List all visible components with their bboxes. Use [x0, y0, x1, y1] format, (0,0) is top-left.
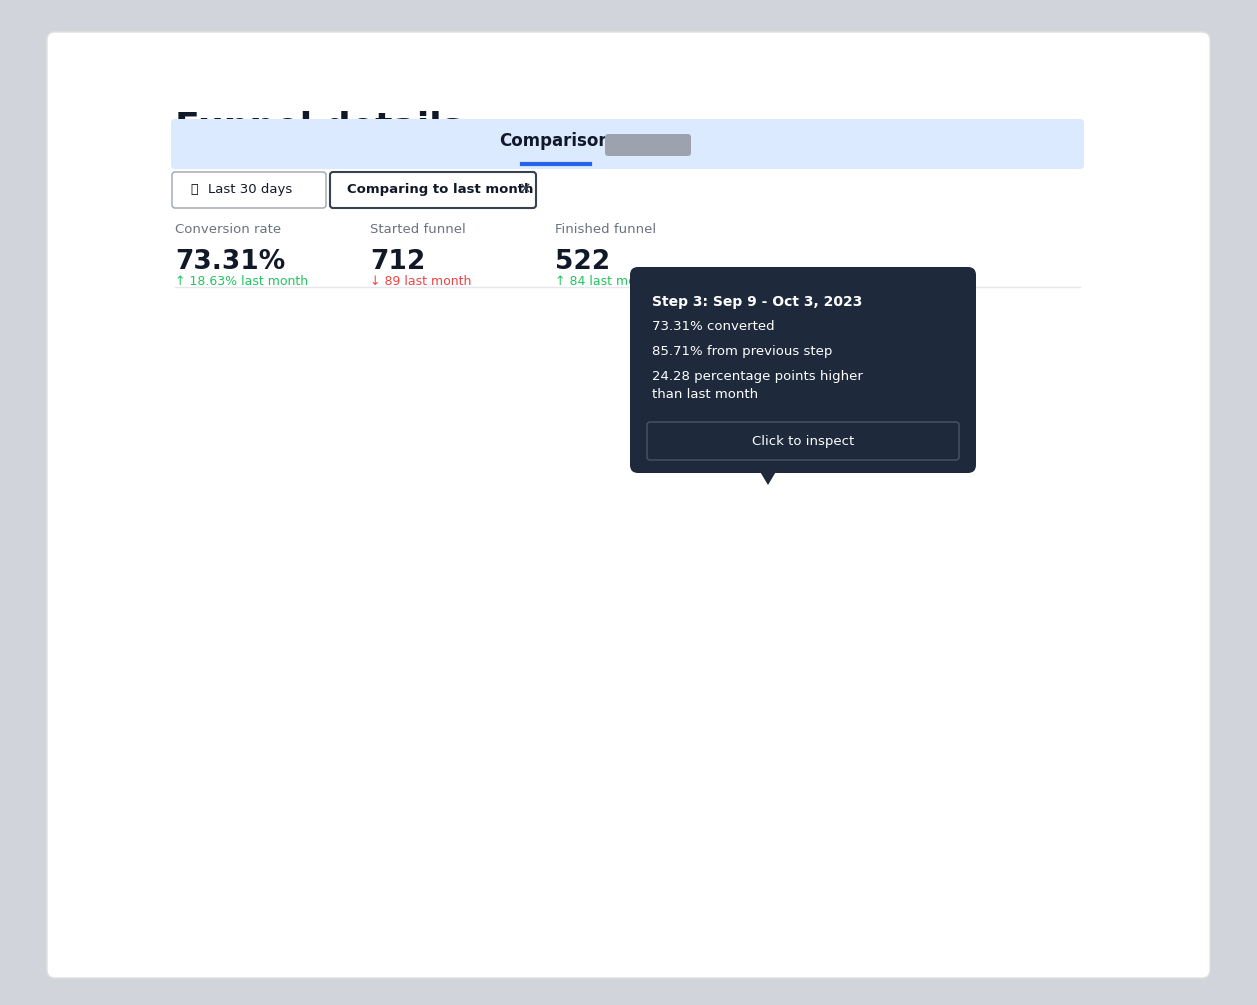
Text: 100%  712: 100% 712 [268, 447, 332, 460]
FancyBboxPatch shape [172, 172, 326, 208]
Text: 24.28 percentage points higher: 24.28 percentage points higher [652, 370, 862, 383]
Text: Funnel details: Funnel details [175, 110, 463, 144]
FancyBboxPatch shape [630, 267, 975, 473]
Text: 712: 712 [370, 249, 425, 275]
Text: than last month: than last month [652, 388, 758, 401]
Text: 73.31%: 73.31% [175, 249, 285, 275]
Bar [1001, 438, 1090, 612]
Bar [892, 438, 982, 889]
FancyBboxPatch shape [47, 32, 1210, 978]
Bar [363, 438, 453, 889]
Bar [1001, 612, 1090, 889]
Bar [683, 487, 772, 889]
Text: ↑ 84 last month: ↑ 84 last month [556, 275, 656, 288]
Bar [573, 438, 662, 889]
FancyBboxPatch shape [331, 172, 535, 208]
Bar [892, 438, 982, 502]
FancyBboxPatch shape [605, 134, 691, 156]
Text: 85.71%  522: 85.71% 522 [900, 512, 974, 525]
Text: Comparing to last month: Comparing to last month [347, 183, 533, 196]
Text: 89.01%  713: 89.01% 713 [689, 496, 764, 510]
Text: Finished funnel: Finished funnel [556, 223, 656, 236]
Text: Last 30 days: Last 30 days [207, 183, 292, 196]
Bar [573, 438, 662, 504]
Text: All visitors Sep 9 - Oct 3, 2023: All visitors Sep 9 - Oct 3, 2023 [446, 938, 656, 952]
Bar [363, 438, 453, 889]
Bar [573, 504, 662, 889]
Point [417, 937, 437, 953]
Point [700, 937, 720, 953]
Bar [892, 502, 982, 889]
Text: 100%  801: 100% 801 [377, 447, 440, 460]
Text: Conversion rate: Conversion rate [175, 223, 282, 236]
Text: All visitors Sep 1 - Sep 30, 2023: All visitors Sep 1 - Sep 30, 2023 [729, 938, 950, 952]
FancyBboxPatch shape [171, 119, 1084, 169]
Bar [683, 438, 772, 889]
Text: 85.71% from previous step: 85.71% from previous step [652, 345, 832, 358]
Bar [1001, 438, 1090, 889]
Text: 73.31% converted: 73.31% converted [652, 320, 774, 333]
Text: Click to inspect: Click to inspect [752, 434, 854, 447]
Text: 61.43%  438: 61.43% 438 [1008, 621, 1082, 634]
Polygon shape [755, 465, 781, 485]
Text: Comparison: Comparison [499, 132, 611, 150]
Text: ×: × [519, 182, 532, 197]
Bar [255, 438, 344, 889]
Text: 522: 522 [556, 249, 610, 275]
Text: ↓ 89 last month: ↓ 89 last month [370, 275, 471, 288]
Text: Step 3: Sep 9 - Oct 3, 2023: Step 3: Sep 9 - Oct 3, 2023 [652, 295, 862, 309]
Bar [683, 438, 772, 487]
Text: 📅: 📅 [190, 183, 197, 196]
FancyBboxPatch shape [647, 422, 959, 460]
Text: Started funnel: Started funnel [370, 223, 466, 236]
Text: 85.53%  609: 85.53% 609 [581, 513, 655, 526]
Bar [255, 438, 344, 889]
Text: ↑ 18.63% last month: ↑ 18.63% last month [175, 275, 308, 288]
